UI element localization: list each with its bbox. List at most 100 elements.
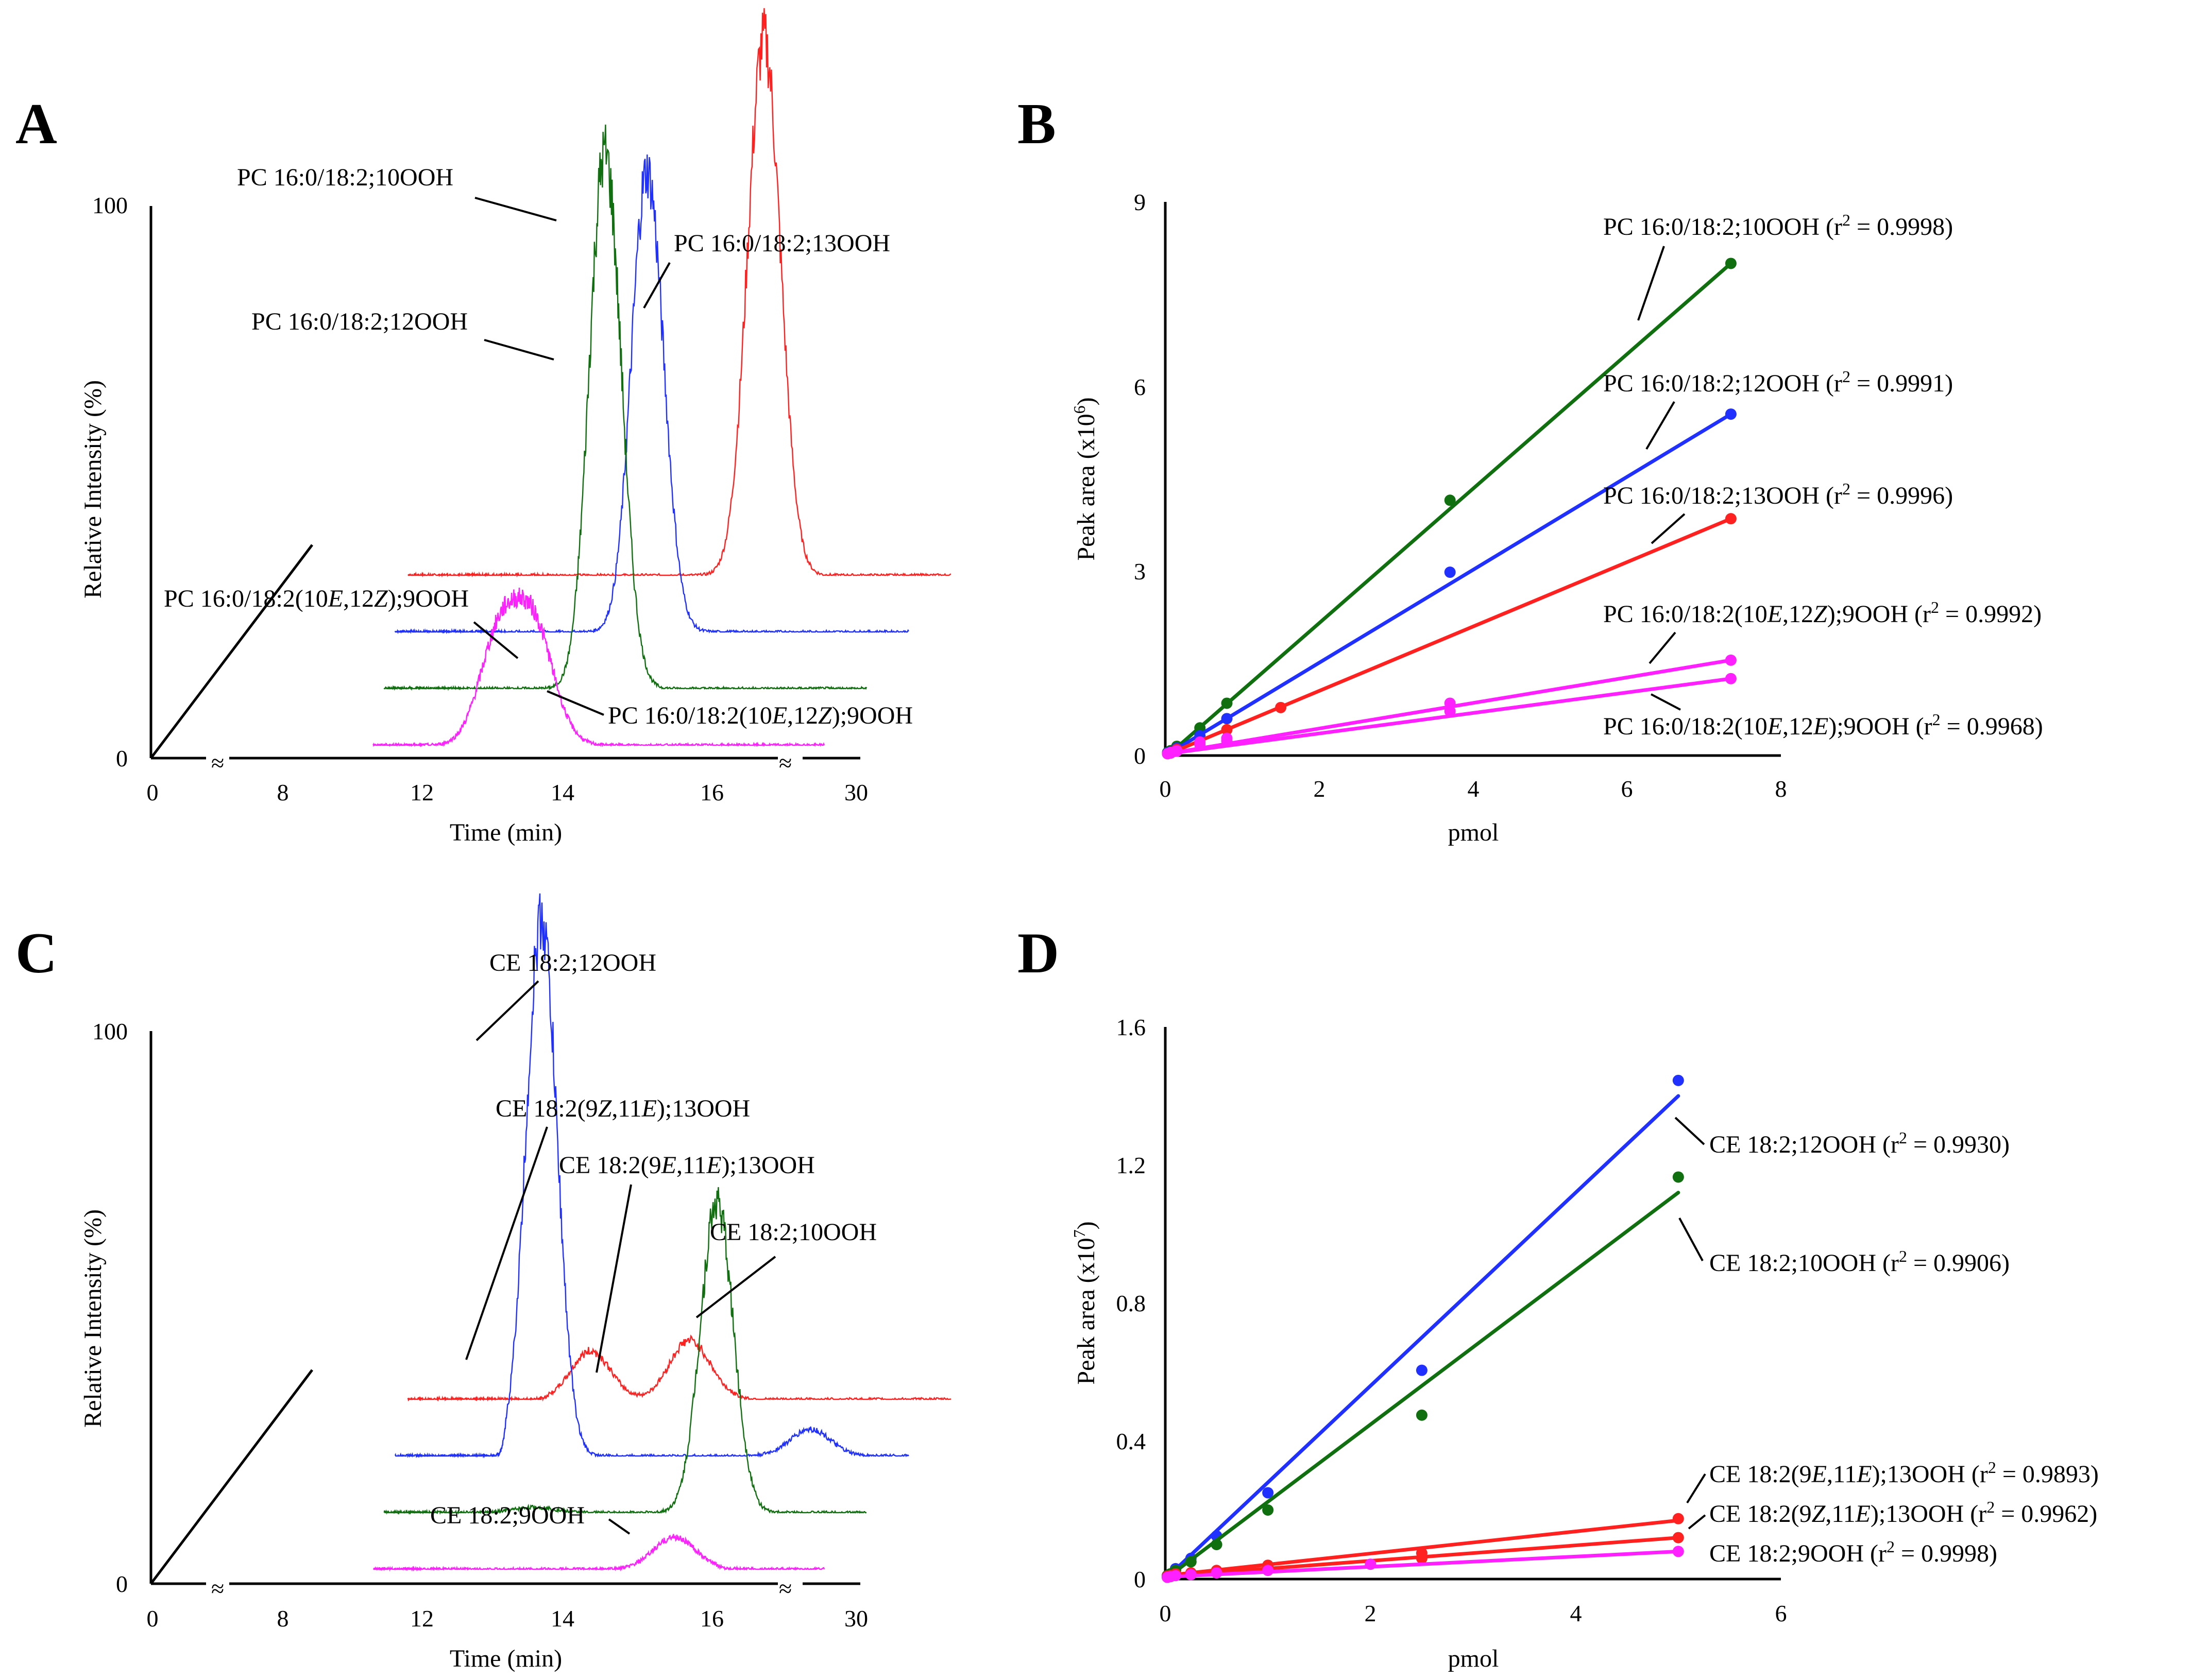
panel-b-axes: 0 3 6 9 0 2 4 6 8 pmol Peak area (x106) [1070,189,1787,846]
series-label: PC 16:0/18:2;12OOH (r2 = 0.9991) [1603,367,1953,397]
panel-a: A ≈ ≈ 0 100 0 8 12 14 16 30 Time (min) R… [15,8,951,846]
series-label: PC 16:0/18:2;13OOH (r2 = 0.9996) [1603,479,1953,509]
x-tick-label: 4 [1570,1600,1582,1626]
y-axis-title: Relative Intensity (%) [79,1209,107,1428]
panel-c-traces [373,893,951,1572]
data-point-pc-16-0-18-2-10e-12e-9ooh [1221,735,1233,747]
data-point-pc-16-0-18-2-10e-12z-9ooh [1725,654,1737,666]
panel-a-traces [372,8,951,748]
data-point-ce-18-2-9e-11e-13ooh [1672,1513,1684,1524]
data-point-ce-18-2-9z-11e-13ooh [1416,1552,1428,1564]
axis-break-c-left: ≈ [211,1575,224,1602]
data-point-pc-16-0-18-2-12ooh [1444,567,1456,578]
data-point-pc-16-0-18-2-10e-12e-9ooh [1444,706,1456,717]
fit-line-pc-16-0-18-2-10ooh [1165,261,1733,758]
trace-pc-16-0-18-2-13ooh [407,8,951,578]
y-tick-label: 6 [1134,374,1146,400]
data-point-ce-18-2-9ooh [1365,1558,1377,1570]
fit-line-ce-18-2-12ooh [1163,1094,1680,1581]
panel-b-series [1162,258,1737,760]
x-tick-label: 0 [1160,776,1171,802]
data-point-pc-16-0-18-2-13ooh [1221,724,1233,735]
data-point-ce-18-2-12ooh [1262,1487,1274,1499]
y-tick-label: 0 [116,745,128,772]
annotation-label: PC 16:0/18:2;10OOH [237,164,453,191]
data-point-ce-18-2-10ooh [1211,1539,1222,1550]
annotation-label: PC 16:0/18:2(10E,12Z);9OOH [608,702,913,729]
panel-d: D 0 0.4 0.8 1.2 1.6 0 2 4 6 pmol Peak ar… [1017,921,2099,1672]
data-point-ce-18-2-9ooh [1185,1569,1197,1581]
data-point-pc-16-0-18-2-12ooh [1725,408,1737,420]
y-tick-label: 9 [1134,189,1146,215]
annotation-label: CE 18:2;10OOH [710,1219,877,1246]
data-point-pc-16-0-18-2-12ooh [1221,713,1233,725]
data-point-pc-16-0-18-2-10ooh [1194,722,1206,734]
x-tick-label: 0 [147,1605,159,1632]
x-tick-label: 6 [1621,776,1633,802]
x-axis-title: pmol [1448,1645,1499,1672]
panel-label-d: D [1017,921,1059,985]
data-point-ce-18-2-12ooh [1672,1074,1684,1086]
data-point-ce-18-2-9ooh [1262,1565,1274,1576]
annotation-label: CE 18:2(9Z,11E);13OOH [496,1095,750,1122]
x-tick-label: 14 [551,779,574,805]
panel-c-axes: ≈ ≈ 0 100 0 8 12 14 16 30 Time (min) Rel… [79,1018,868,1672]
data-point-ce-18-2-10ooh [1262,1504,1274,1516]
panel-d-series [1161,1074,1684,1583]
y-tick-label: 0.4 [1116,1428,1146,1454]
panel-c: C ≈ ≈ 0 100 0 8 12 14 16 30 Time (min) R… [15,893,951,1672]
x-axis-title: pmol [1448,819,1499,846]
x-tick-label: 8 [1775,776,1787,802]
x-tick-label: 8 [277,1605,289,1632]
panel-d-axes: 0 0.4 0.8 1.2 1.6 0 2 4 6 pmol Peak area… [1070,1014,1787,1672]
data-point-pc-16-0-18-2-10e-12e-9ooh [1171,745,1183,757]
x-tick-label: 30 [844,1605,868,1632]
axis-break-a-left: ≈ [211,750,224,776]
x-tick-label: 14 [551,1605,574,1632]
data-point-ce-18-2-12ooh [1416,1364,1428,1376]
annotation-label: CE 18:2(9E,11E);13OOH [559,1152,815,1179]
x-axis-title: Time (min) [450,819,562,846]
data-point-pc-16-0-18-2-10e-12z-9ooh [1444,697,1456,709]
series-label: PC 16:0/18:2(10E,12E);9OOH (r2 = 0.9968) [1603,710,2043,740]
panel-b-labels: PC 16:0/18:2;10OOH (r2 = 0.9998) PC 16:0… [1603,211,2043,740]
data-point-ce-18-2-10ooh [1672,1171,1684,1183]
fit-line-ce-18-2-9ooh [1163,1549,1680,1579]
trace-ce-18-2-12ooh [394,893,909,1459]
fit-line-pc-16-0-18-2-12ooh [1165,412,1733,757]
series-label: CE 18:2;12OOH (r2 = 0.9930) [1709,1128,2010,1158]
axis-break-c-right: ≈ [779,1575,792,1602]
y-axis-title: Peak area (x107) [1070,1221,1100,1384]
y-tick-label: 100 [92,192,128,218]
fit-line-ce-18-2-10ooh [1163,1191,1680,1581]
series-label: CE 18:2;9OOH (r2 = 0.9998) [1709,1537,1997,1567]
data-point-ce-18-2-10ooh [1416,1409,1428,1421]
trace-ce-18-2-9z-11e-13ooh-ce-18-2-9e-11e-13ooh [407,1334,951,1402]
y-tick-label: 0 [1134,1566,1146,1592]
x-tick-label: 2 [1365,1600,1377,1626]
x-tick-label: 8 [277,779,289,805]
panel-a-annotations: PC 16:0/18:2;10OOH PC 16:0/18:2;13OOH PC… [164,164,913,729]
series-label: CE 18:2(9Z,11E);13OOH (r2 = 0.9962) [1709,1498,2097,1528]
data-point-ce-18-2-9z-11e-13ooh [1672,1532,1684,1544]
y-tick-label: 1.6 [1116,1014,1146,1040]
y-tick-label: 100 [92,1018,128,1044]
x-tick-label: 6 [1775,1600,1787,1626]
x-tick-label: 0 [1160,1600,1171,1626]
x-tick-label: 16 [700,779,724,805]
panel-b: B 0 3 6 9 0 2 4 6 8 pmol Peak area (x106… [1017,92,2043,846]
x-tick-label: 16 [700,1605,724,1632]
y-tick-label: 0.8 [1116,1290,1146,1316]
y-axis-title: Relative Intensity (%) [79,380,107,598]
data-point-ce-18-2-9ooh [1169,1570,1181,1582]
series-label: CE 18:2(9E,11E);13OOH (r2 = 0.9893) [1709,1458,2099,1488]
series-label: PC 16:0/18:2;10OOH (r2 = 0.9998) [1603,211,1953,241]
panel-c-annotations: CE 18:2;12OOH CE 18:2(9Z,11E);13OOH CE 1… [430,949,877,1535]
y-tick-label: 1.2 [1116,1152,1146,1178]
panel-label-b: B [1017,92,1056,156]
annotation-label: PC 16:0/18:2;13OOH [674,230,890,257]
y-tick-label: 3 [1134,558,1146,585]
fit-line-pc-16-0-18-2-13ooh [1165,517,1733,757]
annotation-label: PC 16:0/18:2;12OOH [251,308,468,335]
trace-ce-18-2-10ooh [383,1187,866,1515]
